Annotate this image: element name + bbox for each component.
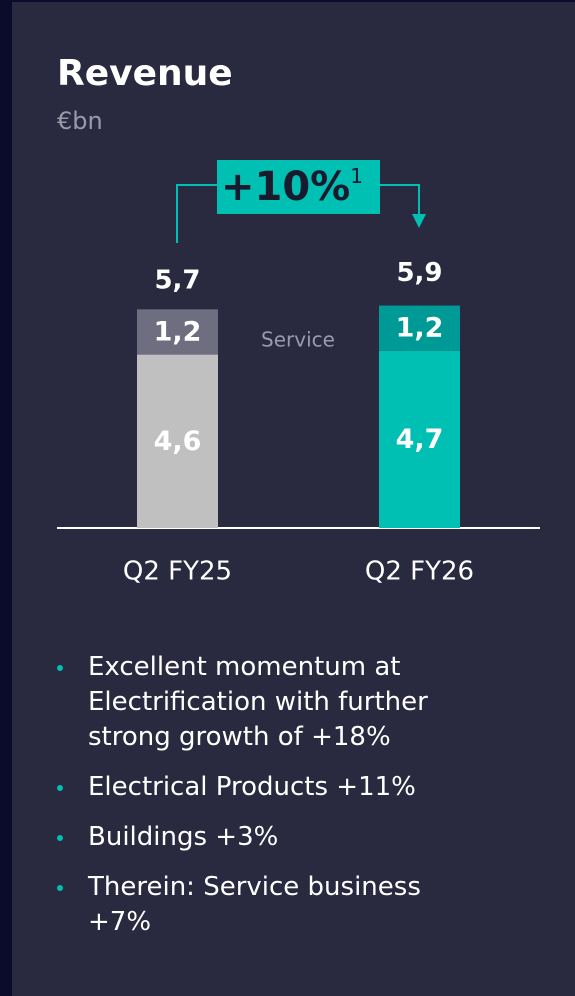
bar-segment <box>137 354 218 528</box>
bullet-dot <box>57 785 63 791</box>
x-tick-label: Q2 FY26 <box>365 557 474 587</box>
value-label: 1,2 <box>154 316 202 347</box>
chart-title: Revenue <box>57 53 233 94</box>
growth-box <box>217 160 380 214</box>
bullet-dot <box>57 665 63 671</box>
x-tick-label: Q2 FY25 <box>123 557 232 587</box>
arrowhead <box>412 214 426 228</box>
bullet-text: Therein: Service business +7% <box>88 872 421 937</box>
footnote-mark: 1 <box>350 164 363 188</box>
bullet-item: Buildings +3% <box>57 820 477 855</box>
bar-segment <box>137 309 218 355</box>
bullet-item: Excellent momentum at Electrification wi… <box>57 650 477 755</box>
bullet-text: Buildings +3% <box>88 822 279 852</box>
total-label: 5,7 <box>154 266 200 296</box>
connector <box>176 184 420 243</box>
value-label: 1,2 <box>396 313 444 344</box>
growth-value: +10% <box>221 164 350 210</box>
bullet-text: Electrical Products +11% <box>88 772 416 802</box>
value-label: 4,6 <box>154 426 202 457</box>
bullet-text: Excellent momentum at Electrification wi… <box>88 652 428 752</box>
total-label: 5,9 <box>396 258 442 288</box>
legend-label: Service <box>261 328 335 352</box>
bullet-dot <box>57 885 63 891</box>
bullet-dot <box>57 835 63 841</box>
bullet-item: Electrical Products +11% <box>57 770 477 805</box>
chart-subtitle: €bn <box>57 107 103 135</box>
value-label: 4,7 <box>396 424 444 455</box>
bar-segment <box>379 350 460 528</box>
bullet-list: Excellent momentum at Electrification wi… <box>57 650 477 955</box>
growth-label: +10%1 <box>221 164 363 211</box>
bar-segment <box>379 305 460 351</box>
bullet-item: Therein: Service business +7% <box>57 870 477 940</box>
